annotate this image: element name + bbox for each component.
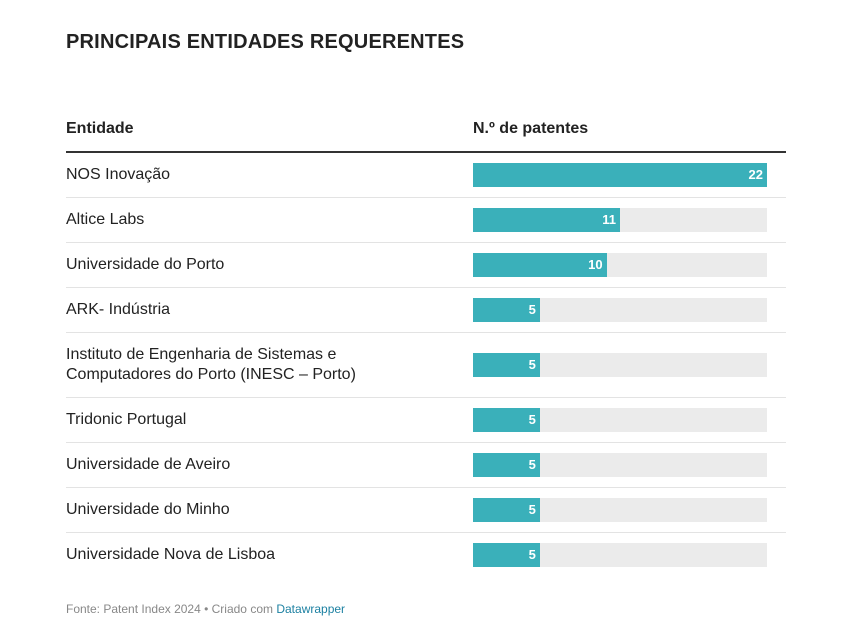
table-row: ARK- Indústria 5 (66, 288, 786, 333)
category-label: Universidade do Porto (66, 256, 225, 273)
bar: 10 (473, 253, 607, 277)
column-header: N.º de patentes (473, 120, 589, 137)
bar-track: 5 (473, 353, 767, 377)
name-cell: ARK- Indústria (66, 298, 473, 322)
category-label: NOS Inovação (66, 166, 171, 183)
value-label: 5 (528, 412, 536, 427)
chart-title: PRINCIPAIS ENTIDADES REQUERENTES (66, 31, 465, 53)
value-label: 5 (528, 502, 536, 517)
table-row: NOS Inovação 22 (66, 153, 786, 198)
table-body: NOS Inovação 22 Altice Labs 11 Universidade … (66, 153, 786, 577)
value-label: 5 (528, 357, 536, 372)
category-label: ARK- Indústria (66, 301, 171, 318)
bar-track: 11 (473, 208, 767, 232)
value-label: 11 (602, 212, 616, 227)
table-row: Altice Labs 11 (66, 198, 786, 243)
bar-track: 5 (473, 543, 767, 567)
bar: 5 (473, 298, 540, 322)
bar-track: 10 (473, 253, 767, 277)
value-label: 22 (748, 167, 763, 182)
category-label: Universidade de Aveiro (66, 456, 231, 473)
table-row: Instituto de Engenharia de Sistemas e Co… (66, 333, 786, 398)
value-label: 5 (528, 457, 536, 472)
category-label: Altice Labs (66, 211, 145, 228)
bar: 5 (473, 408, 540, 432)
name-cell: NOS Inovação (66, 163, 473, 187)
bar-track: 5 (473, 498, 767, 522)
category-label: Universidade Nova de Lisboa (66, 546, 276, 563)
bar-track: 22 (473, 163, 767, 187)
value-label: 5 (528, 547, 536, 562)
table-row: Tridonic Portugal 5 (66, 398, 786, 443)
bar-track: 5 (473, 298, 767, 322)
name-cell: Universidade Nova de Lisboa (66, 543, 473, 567)
value-label: 10 (588, 257, 603, 272)
table-header: Entidade N.º de patentes (66, 120, 786, 153)
table-row: Universidade do Porto 10 (66, 243, 786, 288)
category-label: Tridonic Portugal (66, 411, 187, 428)
bar-track: 5 (473, 453, 767, 477)
column-header: Entidade (66, 120, 134, 137)
bar-track: 5 (473, 408, 767, 432)
source-note: Fonte: Patent Index 2024 • Criado com (66, 602, 273, 616)
bar: 5 (473, 498, 540, 522)
bar: 5 (473, 543, 540, 567)
bar: 22 (473, 163, 767, 187)
table-row: Universidade Nova de Lisboa 5 (66, 533, 786, 577)
name-cell: Universidade do Porto (66, 253, 473, 277)
footer-link[interactable]: Datawrapper (276, 602, 346, 616)
bar: 5 (473, 453, 540, 477)
table-row: Universidade de Aveiro 5 (66, 443, 786, 488)
bar: 11 (473, 208, 620, 232)
table-row: Universidade do Minho 5 (66, 488, 786, 533)
category-label: Universidade do Minho (66, 501, 230, 518)
footer: Fonte: Patent Index 2024 • Criado com Da… (66, 602, 345, 616)
name-cell: Universidade de Aveiro (66, 453, 473, 477)
value-label: 5 (528, 302, 536, 317)
name-cell: Altice Labs (66, 208, 473, 232)
category-label: Instituto de Engenharia de Sistemas e Co… (66, 346, 356, 383)
name-cell: Instituto de Engenharia de Sistemas e Co… (66, 343, 473, 387)
bar: 5 (473, 353, 540, 377)
name-cell: Tridonic Portugal (66, 408, 473, 432)
name-cell: Universidade do Minho (66, 498, 473, 522)
